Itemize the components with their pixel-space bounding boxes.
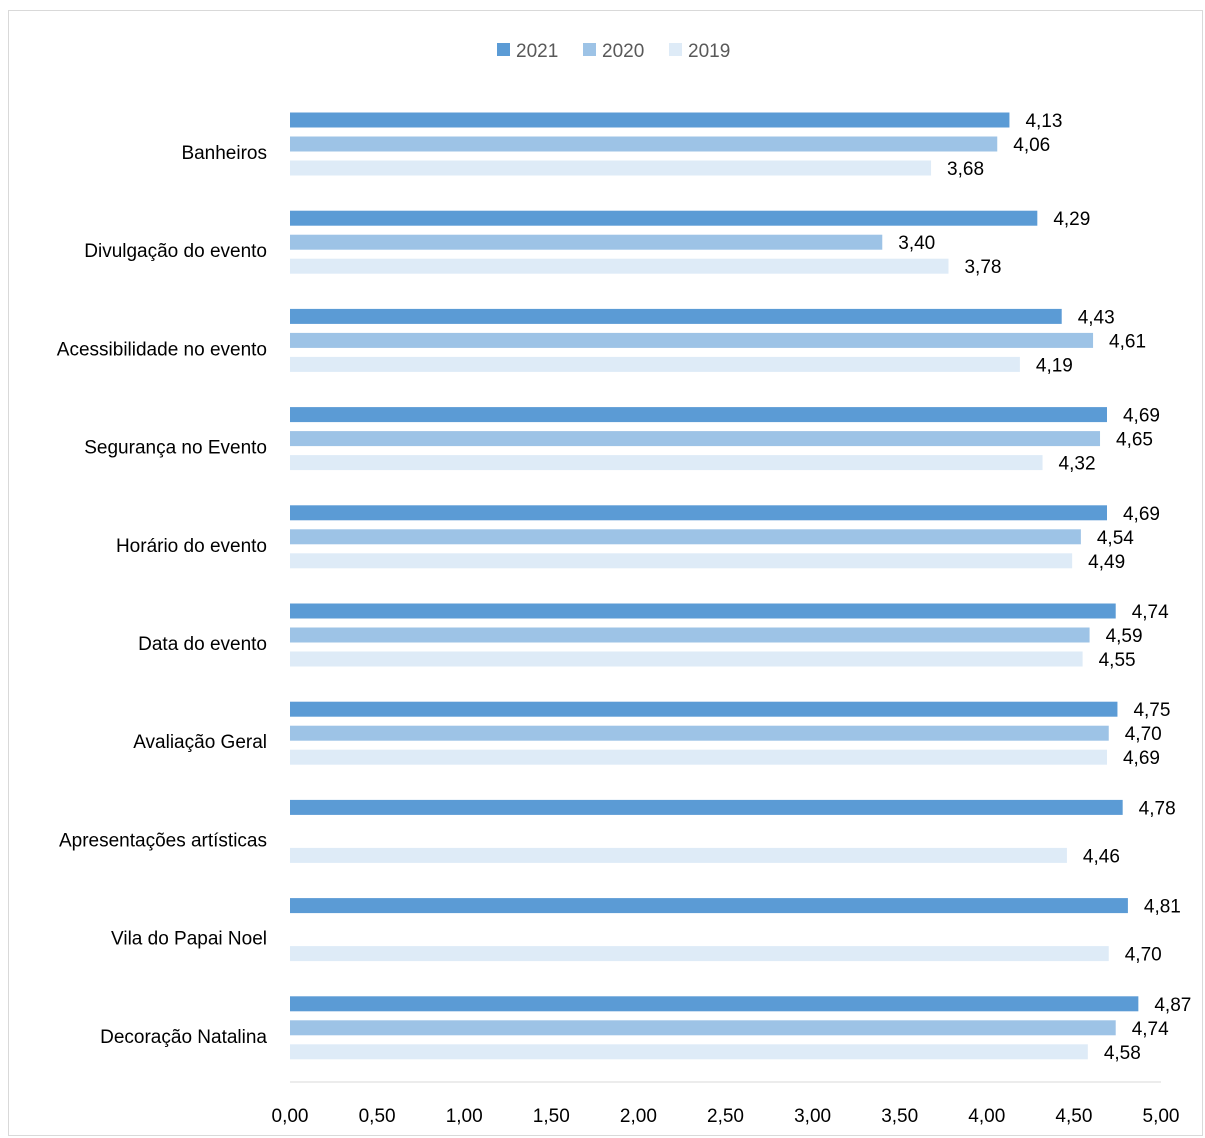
legend-label: 2020 bbox=[602, 41, 644, 62]
bar-2021 bbox=[290, 308, 1062, 324]
x-tick-label: 1,50 bbox=[533, 1106, 570, 1127]
data-label: 4,69 bbox=[1123, 748, 1160, 769]
x-tick-label: 2,50 bbox=[707, 1106, 744, 1127]
data-label: 4,61 bbox=[1109, 331, 1146, 352]
data-label: 4,74 bbox=[1132, 602, 1169, 623]
category-label: Vila do Papai Noel bbox=[111, 929, 267, 950]
legend-swatch bbox=[497, 43, 510, 56]
data-label: 4,19 bbox=[1036, 355, 1073, 376]
bar-2019 bbox=[290, 946, 1109, 962]
data-label: 4,29 bbox=[1053, 209, 1090, 230]
x-tick-label: 4,50 bbox=[1055, 1106, 1092, 1127]
data-label: 4,58 bbox=[1104, 1043, 1141, 1064]
x-tick-label: 1,00 bbox=[446, 1106, 483, 1127]
bar-2020 bbox=[290, 332, 1094, 348]
bar-2021 bbox=[290, 603, 1116, 619]
x-tick-label: 4,00 bbox=[968, 1106, 1005, 1127]
bar-2021 bbox=[290, 210, 1038, 226]
data-label: 4,59 bbox=[1106, 626, 1143, 647]
data-label: 4,65 bbox=[1116, 430, 1153, 451]
bar-2019 bbox=[290, 749, 1107, 765]
bar-2020 bbox=[290, 627, 1090, 643]
bar-2019 bbox=[290, 847, 1067, 863]
category-label: Avaliação Geral bbox=[133, 732, 267, 753]
data-label: 4,70 bbox=[1125, 945, 1162, 966]
x-tick-label: 3,50 bbox=[881, 1106, 918, 1127]
bar-2019 bbox=[290, 258, 949, 274]
chart-legend: 2021 2020 2019 bbox=[497, 41, 730, 62]
data-label: 4,69 bbox=[1123, 406, 1160, 427]
data-label: 4,54 bbox=[1097, 528, 1134, 549]
data-label: 3,40 bbox=[898, 233, 935, 254]
category-label: Divulgação do evento bbox=[84, 241, 267, 262]
data-label: 4,43 bbox=[1078, 307, 1115, 328]
category-label: Horário do evento bbox=[116, 536, 267, 557]
bar-2019 bbox=[290, 651, 1083, 667]
legend-label: 2021 bbox=[516, 41, 558, 62]
bar-2021 bbox=[290, 898, 1128, 914]
x-tick-label: 0,50 bbox=[359, 1106, 396, 1127]
bar-2020 bbox=[290, 1020, 1116, 1036]
chart-bars bbox=[290, 112, 1139, 1060]
bar-2019 bbox=[290, 1044, 1088, 1060]
bar-2019 bbox=[290, 553, 1073, 569]
bar-2020 bbox=[290, 431, 1101, 447]
x-axis-ticks: 0,00 0,50 1,00 1,50 2,00 2,50 3,00 3,50 4,00 4,50… bbox=[272, 1106, 1180, 1127]
chart-frame bbox=[8, 10, 1203, 1136]
data-label: 4,87 bbox=[1154, 995, 1191, 1016]
data-label: 3,68 bbox=[947, 159, 984, 180]
x-tick-label: 3,00 bbox=[794, 1106, 831, 1127]
legend-label: 2019 bbox=[688, 41, 730, 62]
x-tick-label: 2,00 bbox=[620, 1106, 657, 1127]
x-tick-label: 0,00 bbox=[272, 1106, 309, 1127]
data-labels: 4,13 4,06 3,68 4,29 3,40 3,78 4,43 4,61 4,19 4,69… bbox=[898, 111, 1191, 1064]
data-label: 4,69 bbox=[1123, 504, 1160, 525]
bar-2020 bbox=[290, 529, 1081, 545]
category-label: Segurança no Evento bbox=[84, 438, 267, 459]
bar-2021 bbox=[290, 996, 1139, 1012]
category-label: Acessibilidade no evento bbox=[57, 339, 267, 360]
data-label: 4,06 bbox=[1013, 135, 1050, 156]
data-label: 4,13 bbox=[1025, 111, 1062, 132]
bar-2020 bbox=[290, 136, 998, 152]
bar-2019 bbox=[290, 160, 932, 176]
bar-2021 bbox=[290, 112, 1010, 128]
category-label: Apresentações artísticas bbox=[59, 830, 267, 851]
bar-2021 bbox=[290, 701, 1118, 717]
bar-2020 bbox=[290, 725, 1109, 741]
data-label: 4,32 bbox=[1059, 454, 1096, 475]
legend-swatch bbox=[669, 43, 682, 56]
category-label: Banheiros bbox=[181, 143, 267, 164]
category-label: Data do evento bbox=[138, 634, 267, 655]
data-label: 4,49 bbox=[1088, 552, 1125, 573]
bar-2021 bbox=[290, 407, 1107, 423]
data-label: 4,55 bbox=[1099, 650, 1136, 671]
bar-2021 bbox=[290, 505, 1107, 521]
bar-2021 bbox=[290, 799, 1123, 815]
bar-2019 bbox=[290, 356, 1020, 372]
x-tick-label: 5,00 bbox=[1143, 1106, 1180, 1127]
category-label: Decoração Natalina bbox=[100, 1027, 267, 1048]
data-label: 4,74 bbox=[1132, 1019, 1169, 1040]
data-label: 4,46 bbox=[1083, 846, 1120, 867]
data-label: 4,70 bbox=[1125, 724, 1162, 745]
data-label: 4,81 bbox=[1144, 897, 1181, 918]
data-label: 3,78 bbox=[964, 257, 1001, 278]
data-label: 4,78 bbox=[1139, 798, 1176, 819]
category-labels: Banheiros Divulgação do evento Acessibilid… bbox=[57, 143, 268, 1048]
bar-2019 bbox=[290, 455, 1043, 471]
legend-swatch bbox=[583, 43, 596, 56]
bar-2020 bbox=[290, 234, 883, 250]
data-label: 4,75 bbox=[1133, 700, 1170, 721]
